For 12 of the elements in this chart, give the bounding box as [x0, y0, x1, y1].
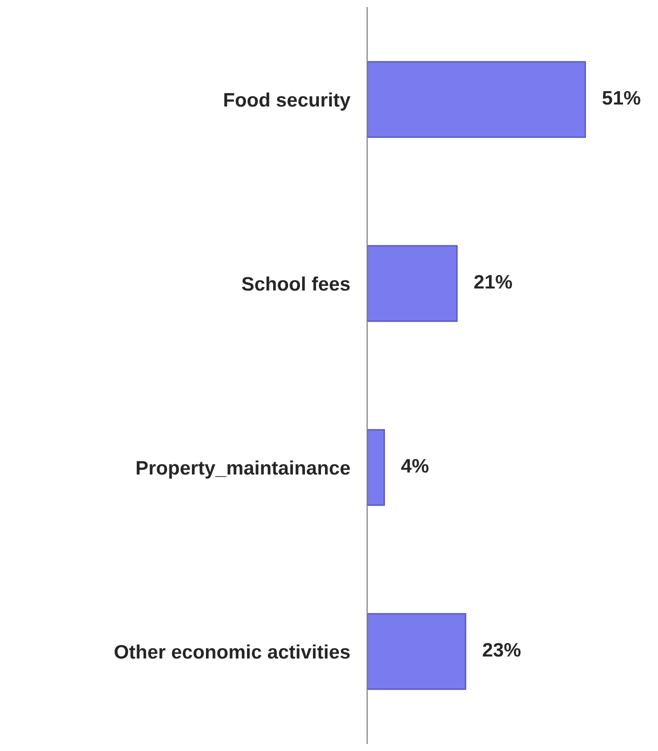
- data-label: 4%: [401, 458, 429, 473]
- y-tick-label: Food security: [224, 92, 350, 111]
- bar: [367, 613, 466, 690]
- bar: [367, 245, 458, 322]
- data-label: 51%: [602, 91, 640, 105]
- bar: [367, 429, 385, 506]
- y-tick-label: Property_maintainance: [136, 460, 350, 479]
- bar: [367, 61, 586, 138]
- data-label: 21%: [474, 274, 512, 289]
- data-label: 23%: [482, 642, 521, 657]
- y-tick-label: School fees: [242, 276, 350, 291]
- y-tick-label: Other economic activities: [114, 644, 350, 659]
